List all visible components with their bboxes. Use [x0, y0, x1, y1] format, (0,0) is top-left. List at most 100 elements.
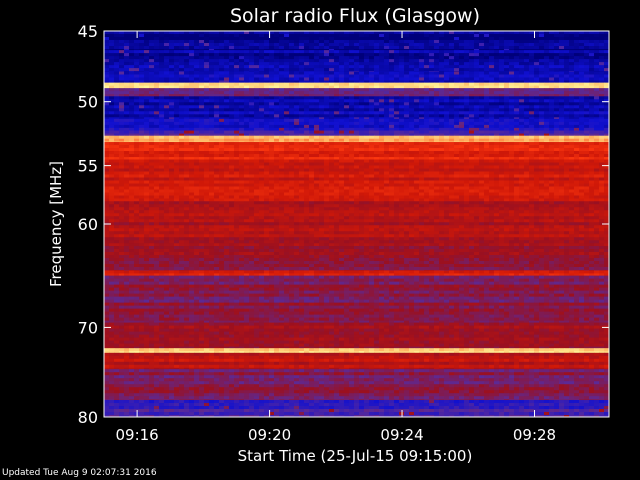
spectrogram-cell: [389, 74, 395, 78]
spectrogram-cell: [484, 121, 490, 126]
spectrogram-cell: [239, 135, 245, 140]
spectrogram-cell: [509, 62, 515, 66]
spectrogram-cell: [374, 145, 380, 149]
spectrogram-cell: [354, 99, 360, 103]
spectrogram-cell: [539, 91, 545, 95]
spectrogram-cell: [569, 118, 575, 123]
spectrogram-cell: [414, 59, 420, 63]
spectrogram-cell: [139, 85, 145, 89]
spectrogram-cell: [324, 85, 330, 89]
spectrogram-cell: [104, 165, 110, 169]
spectrogram-cell: [319, 56, 325, 60]
spectrogram-cell: [249, 96, 255, 100]
spectrogram-cell: [589, 91, 595, 95]
spectrogram-cell: [564, 145, 570, 149]
spectrogram-cell: [604, 74, 610, 78]
spectrogram-cell: [284, 114, 290, 118]
spectrogram-cell: [389, 130, 395, 134]
spectrogram-band: [104, 71, 610, 84]
spectrogram-cell: [604, 43, 610, 47]
spectrogram-cell: [589, 154, 595, 158]
spectrogram-cell: [594, 46, 600, 50]
spectrogram-cell: [219, 105, 225, 109]
spectrogram-cell: [169, 133, 175, 137]
spectrogram-cell: [329, 117, 335, 120]
spectrogram-cell: [554, 121, 560, 126]
spectrogram-cell: [264, 99, 270, 103]
spectrogram-cell: [274, 154, 280, 158]
spectrogram-cell: [499, 31, 505, 35]
spectrogram-cell: [214, 96, 220, 100]
spectrogram-cell: [454, 102, 460, 106]
spectrogram-cell: [579, 43, 585, 47]
spectrogram-cell: [444, 99, 450, 103]
spectrogram-cell: [414, 154, 420, 158]
spectrogram-cell: [164, 138, 170, 143]
spectrogram-cell: [179, 138, 185, 143]
spectrogram-cell: [244, 77, 250, 81]
spectrogram-cell: [374, 88, 380, 92]
spectrogram-cell: [104, 138, 110, 143]
spectrogram-cell: [519, 127, 525, 131]
spectrogram-cell: [549, 121, 555, 126]
spectrogram-cell: [194, 135, 200, 140]
spectrogram-cell: [369, 114, 375, 118]
spectrogram-cell: [374, 43, 380, 47]
spectrogram-cell: [344, 88, 350, 92]
spectrogram-cell: [549, 43, 555, 47]
spectrogram-cell: [114, 40, 120, 44]
spectrogram-cell: [559, 118, 565, 123]
spectrogram-cell: [479, 91, 485, 95]
spectrogram-cell: [124, 31, 130, 35]
spectrogram-cell: [344, 117, 350, 120]
spectrogram-cell: [584, 162, 590, 166]
spectrogram-cell: [504, 157, 510, 160]
spectrogram-cell: [499, 148, 505, 152]
spectrogram-cell: [384, 80, 390, 84]
spectrogram-cell: [604, 121, 610, 126]
spectrogram-cell: [559, 31, 565, 35]
spectrogram-cell: [214, 85, 220, 89]
spectrogram-cell: [239, 117, 245, 120]
spectrogram-cell: [394, 59, 400, 63]
spectrogram-cell: [279, 62, 285, 66]
spectrogram-cell: [134, 82, 140, 87]
spectrogram-cell: [419, 157, 425, 160]
spectrogram-cell: [179, 53, 185, 57]
spectrogram-cell: [269, 59, 275, 63]
spectrogram-cell: [109, 62, 115, 66]
spectrogram-cell: [509, 108, 515, 112]
spectrogram-cell: [559, 88, 565, 92]
spectrogram-cell: [534, 37, 540, 41]
spectrogram-cell: [469, 34, 475, 38]
spectrogram-cell: [604, 49, 610, 51]
spectrogram-cell: [544, 130, 550, 134]
spectrogram-cell: [434, 114, 440, 118]
spectrogram-cell: [224, 46, 230, 50]
spectrogram-cell: [239, 77, 245, 81]
spectrogram-cell: [214, 43, 220, 47]
spectrogram-cell: [559, 56, 565, 60]
spectrogram-cell: [379, 127, 385, 131]
spectrogram-cell: [144, 40, 150, 44]
spectrogram-cell: [289, 102, 295, 106]
spectrogram-cell: [454, 111, 460, 115]
spectrogram-cell: [379, 114, 385, 118]
spectrogram-cell: [299, 88, 305, 92]
spectrogram-cell: [494, 65, 500, 69]
spectrogram-cell: [544, 135, 550, 140]
spectrogram-cell: [199, 111, 205, 115]
spectrogram-cell: [129, 99, 135, 103]
spectrogram-cell: [314, 130, 320, 134]
spectrogram-cell: [359, 159, 365, 163]
spectrogram-cell: [524, 56, 530, 60]
spectrogram-cell: [524, 117, 530, 120]
spectrogram-cell: [604, 31, 610, 35]
spectrogram-band: [104, 96, 610, 120]
spectrogram-cell: [174, 80, 180, 84]
spectrogram-cell: [439, 94, 445, 97]
spectrogram-cell: [349, 99, 355, 103]
spectrogram-cell: [514, 31, 520, 35]
spectrogram-cell: [589, 77, 595, 81]
